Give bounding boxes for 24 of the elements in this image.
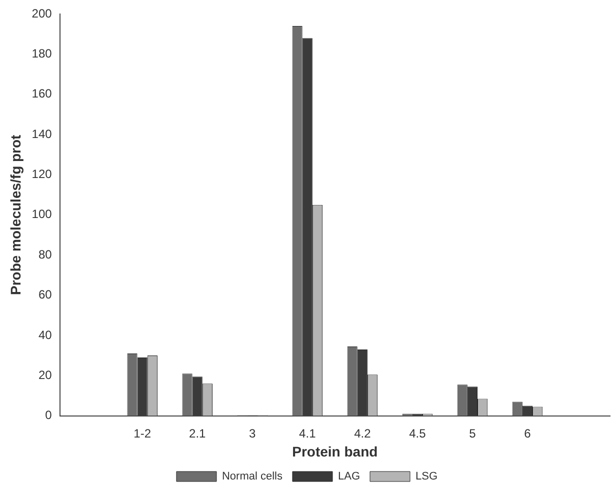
x-tick-label: 3 xyxy=(249,426,256,440)
y-axis-title: Probe molecules/fg prot xyxy=(7,134,24,296)
y-tick-label: 160 xyxy=(32,86,52,101)
x-tick-label: 6 xyxy=(524,426,532,440)
legend-label: Normal cells xyxy=(222,470,283,483)
x-tick-label: 2.1 xyxy=(189,426,206,440)
x-tick-label: 4.1 xyxy=(299,426,316,440)
y-tick-label: 80 xyxy=(38,247,52,262)
y-tick-label: 180 xyxy=(32,46,52,60)
x-axis-title: Protein band xyxy=(292,443,378,460)
y-tick-label: 0 xyxy=(45,408,52,422)
y-tick-label: 40 xyxy=(38,328,52,342)
y-tick-label: 20 xyxy=(38,368,52,382)
y-tick-label: 140 xyxy=(32,126,52,141)
x-tick-label: 4.2 xyxy=(354,426,372,440)
x-tick-label: 1-2 xyxy=(134,426,152,440)
legend-label: LAG xyxy=(338,470,360,483)
x-tick-label: 4.5 xyxy=(409,426,426,440)
y-tick-label: 120 xyxy=(32,167,52,182)
y-tick-label: 200 xyxy=(32,6,52,20)
x-tick-label: 5 xyxy=(469,426,476,440)
legend-label: LSG xyxy=(416,470,438,483)
y-tick-label: 100 xyxy=(32,207,52,222)
y-tick-label: 60 xyxy=(38,288,52,302)
